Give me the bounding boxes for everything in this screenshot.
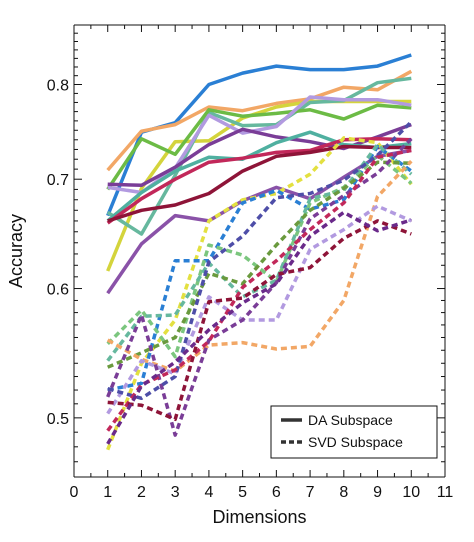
y-tick-label-0.8: 0.8 bbox=[47, 77, 69, 94]
series-line-dashed-14 bbox=[106, 153, 413, 359]
ticks-layer: 0 1 2 3 4 5 6 7 8 9 10 11 0.5 0.6 0.7 0.8 bbox=[47, 24, 454, 501]
x-tick-label-0: 0 bbox=[70, 484, 79, 501]
series-line-solid-10 bbox=[107, 144, 412, 223]
y-tick-label-0.6: 0.6 bbox=[47, 282, 69, 299]
series-line-solid-2 bbox=[106, 69, 413, 172]
series-line-dashed-22 bbox=[107, 219, 412, 422]
x-tick-label-6: 6 bbox=[272, 484, 281, 501]
series-line-dashed-16 bbox=[107, 160, 412, 369]
series-line-dashed-19 bbox=[106, 137, 413, 437]
x-tick-label-5: 5 bbox=[238, 484, 247, 501]
series-line-solid-5 bbox=[106, 103, 412, 191]
x-tick-label-10: 10 bbox=[402, 484, 420, 501]
x-tick-label-9: 9 bbox=[373, 484, 382, 501]
series-line-dashed-15 bbox=[106, 142, 413, 362]
x-tick-label-7: 7 bbox=[306, 484, 315, 501]
y-tick-label-0.5: 0.5 bbox=[47, 411, 69, 428]
series-line-dashed-18 bbox=[106, 204, 413, 415]
series-line-dashed-23 bbox=[106, 210, 412, 445]
series-line-solid-3 bbox=[106, 99, 412, 272]
series-layer bbox=[106, 53, 413, 451]
legend-label-svd-subspace: SVD Subspace bbox=[308, 434, 403, 450]
x-tick-label-8: 8 bbox=[339, 484, 348, 501]
x-tick-label-3: 3 bbox=[171, 484, 180, 501]
y-axis-label: Accuracy bbox=[6, 214, 26, 288]
legend: DA Subspace SVD Subspace bbox=[270, 405, 438, 459]
x-tick-label-1: 1 bbox=[103, 484, 112, 501]
legend-box bbox=[270, 405, 438, 459]
legend-label-da-subspace: DA Subspace bbox=[308, 412, 393, 428]
y-tick-label-0.7: 0.7 bbox=[47, 172, 69, 189]
series-line-dashed-20 bbox=[107, 120, 413, 401]
x-axis-label: Dimensions bbox=[212, 507, 306, 527]
x-tick-label-11: 11 bbox=[437, 484, 454, 501]
series-line-solid-7 bbox=[107, 122, 412, 188]
x-tick-label-2: 2 bbox=[137, 484, 146, 501]
series-line-dashed-17 bbox=[106, 159, 413, 373]
x-tick-label-4: 4 bbox=[204, 484, 213, 501]
series-line-dashed-21 bbox=[106, 148, 412, 432]
series-line-solid-4 bbox=[106, 76, 412, 236]
series-line-dashed-12 bbox=[106, 136, 413, 451]
